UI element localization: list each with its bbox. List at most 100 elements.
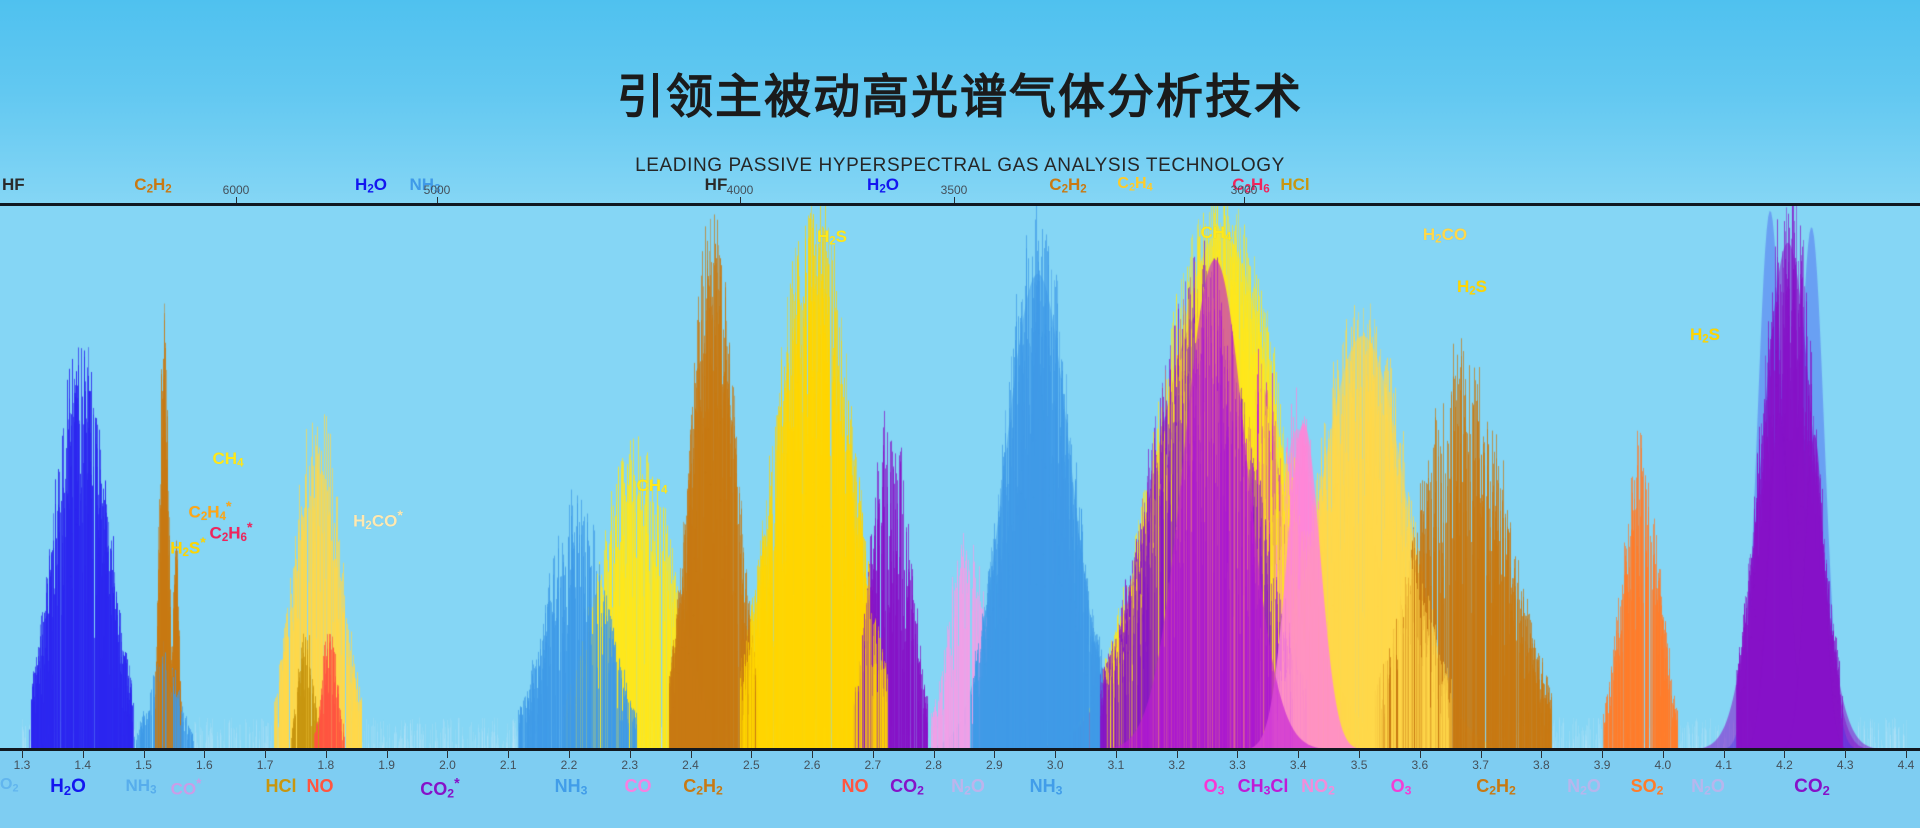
bottom-tick-mark bbox=[1662, 750, 1664, 758]
bottom-tick-mark bbox=[1115, 750, 1117, 758]
top-tick-mark bbox=[236, 197, 237, 206]
bottom-tick-mark bbox=[690, 750, 692, 758]
plot-gas-label-c2h4: C2H4* bbox=[188, 499, 232, 524]
top-gas-label-c2h2: C2H2 bbox=[134, 175, 172, 196]
top-gas-label-hcl: HCl bbox=[1280, 175, 1310, 194]
top-tick-label: 3500 bbox=[940, 183, 968, 197]
bottom-tick-mark bbox=[386, 750, 388, 758]
bottom-tick-mark bbox=[22, 750, 23, 758]
bottom-tick-label: 3.9 bbox=[1593, 758, 1611, 772]
bottom-tick-label: 3.1 bbox=[1107, 758, 1125, 772]
bottom-gas-label-co: CO* bbox=[170, 776, 202, 799]
bottom-gas-label-co2: CO2 bbox=[1794, 776, 1830, 798]
bottom-tick-mark bbox=[812, 750, 814, 758]
bottom-tick-mark bbox=[204, 750, 206, 758]
bottom-tick-label: 1.8 bbox=[317, 758, 335, 772]
bottom-tick-mark bbox=[933, 750, 935, 758]
bottom-tick-label: 4.1 bbox=[1715, 758, 1733, 772]
bottom-tick-mark bbox=[751, 750, 753, 758]
bottom-gas-label-n2o: N2O bbox=[951, 776, 985, 798]
bottom-tick-label: 1.3 bbox=[13, 758, 31, 772]
bottom-tick-label: 2.3 bbox=[621, 758, 639, 772]
bottom-gas-label-co2: CO2 bbox=[890, 776, 924, 798]
plot-gas-label-h2co: H2CO bbox=[1422, 225, 1468, 246]
bottom-tick-mark bbox=[82, 750, 84, 758]
bottom-tick-mark bbox=[265, 750, 267, 758]
bottom-tick-mark bbox=[994, 750, 996, 758]
bottom-tick-label: 2.5 bbox=[742, 758, 760, 772]
bottom-tick-mark bbox=[447, 750, 449, 758]
top-gas-label-c2h4: C2H4 bbox=[1117, 175, 1153, 194]
bottom-gas-label-co: CO bbox=[624, 776, 652, 796]
bottom-gas-label-no: NO bbox=[841, 776, 869, 796]
top-gas-label-c2h6: C2H6 bbox=[1232, 175, 1270, 196]
bottom-gas-label-no: NO bbox=[306, 776, 334, 796]
bottom-gas-label-c2h2: C2H2 bbox=[683, 776, 723, 798]
bottom-gas-label-co2: CO2* bbox=[420, 776, 460, 801]
bottom-tick-label: 2.7 bbox=[864, 758, 882, 772]
bottom-tick-mark bbox=[1298, 750, 1300, 758]
bottom-tick-mark bbox=[1602, 750, 1604, 758]
bottom-tick-label: 2.6 bbox=[803, 758, 821, 772]
bottom-tick-mark bbox=[325, 750, 327, 758]
spectrum-canvas bbox=[0, 205, 1920, 750]
bottom-tick-label: 4.0 bbox=[1654, 758, 1672, 772]
bottom-tick-mark bbox=[1480, 750, 1482, 758]
bottom-tick-mark bbox=[629, 750, 631, 758]
bottom-tick-label: 4.2 bbox=[1776, 758, 1793, 772]
bottom-gas-label-so2: SO2 bbox=[1630, 776, 1664, 798]
bottom-tick-mark bbox=[1237, 750, 1239, 758]
bottom-tick-mark bbox=[1419, 750, 1421, 758]
bottom-gas-label-ch3cl: CH3Cl bbox=[1237, 776, 1289, 798]
bottom-tick-label: 3.3 bbox=[1229, 758, 1246, 772]
bottom-tick-mark bbox=[1176, 750, 1178, 758]
top-tick-label: 4000 bbox=[726, 183, 754, 197]
top-tick-label: 6000 bbox=[222, 183, 250, 197]
bottom-tick-label: 2.1 bbox=[499, 758, 517, 772]
bottom-tick-mark bbox=[508, 750, 510, 758]
bottom-tick-label: 2.0 bbox=[439, 758, 456, 772]
bottom-tick-mark bbox=[872, 750, 874, 758]
top-tick-mark bbox=[437, 197, 438, 206]
bottom-gas-label-o3: O3 bbox=[1203, 776, 1225, 798]
axis-line-top bbox=[0, 203, 1920, 206]
plot-gas-label-c2h6: C2H6* bbox=[209, 520, 253, 545]
bottom-tick-label: 2.2 bbox=[560, 758, 578, 772]
plot-gas-label-h2s: H2S bbox=[1456, 277, 1488, 298]
bottom-gas-label-hcl: HCl bbox=[265, 776, 297, 796]
bottom-gas-label-c2h2: C2H2 bbox=[1476, 776, 1516, 798]
top-gas-label-hf: HF bbox=[704, 175, 728, 194]
plot-gas-label-h2s: H2S* bbox=[170, 535, 206, 560]
spectrum-plot-area: H2S CH4 H2CO H2S H2S CH4 CH4 C2H4* C2H6* H2S* H2CO… bbox=[0, 205, 1920, 750]
bottom-axis: 1.3 1.4 1.5 1.6 1.7 1.8 1.9 2.0 2.1 2.2 2.3 2.4 2.5 2… bbox=[0, 750, 1920, 828]
bottom-tick-label: 4.4 bbox=[1897, 758, 1915, 772]
top-gas-label-nh3: NH3 bbox=[409, 175, 441, 196]
top-gas-label-hf: HF bbox=[2, 175, 25, 194]
bottom-tick-mark bbox=[143, 750, 145, 758]
bottom-tick-mark bbox=[1055, 750, 1057, 758]
bottom-gas-label-h2o: H2O bbox=[50, 776, 86, 798]
axis-line-bottom bbox=[0, 748, 1920, 751]
bottom-tick-label: 3.6 bbox=[1411, 758, 1429, 772]
page-title: 引领主被动高光谱气体分析技术 bbox=[617, 70, 1303, 125]
plot-gas-label-h2s: H2S bbox=[1689, 325, 1721, 346]
bottom-tick-mark bbox=[1723, 750, 1725, 758]
plot-gas-label-ch4: CH4 bbox=[636, 476, 668, 497]
top-tick-mark bbox=[954, 197, 955, 206]
bottom-tick-mark bbox=[568, 750, 570, 758]
bottom-gas-label-o3: O3 bbox=[1390, 776, 1412, 798]
bottom-tick-label: 1.4 bbox=[74, 758, 92, 772]
bottom-tick-label: 1.6 bbox=[195, 758, 213, 772]
bottom-tick-label: 3.4 bbox=[1289, 758, 1307, 772]
bottom-gas-label-n2o: N2O bbox=[1691, 776, 1725, 798]
top-gas-label-c2h2: C2H2 bbox=[1049, 175, 1087, 196]
bottom-tick-label: 2.9 bbox=[986, 758, 1003, 772]
bottom-tick-label: 4.3 bbox=[1836, 758, 1854, 772]
bottom-tick-label: 2.8 bbox=[925, 758, 942, 772]
top-tick-label: 3000 bbox=[1230, 183, 1258, 197]
bottom-tick-label: 1.7 bbox=[256, 758, 274, 772]
bottom-tick-label: 2.4 bbox=[682, 758, 699, 772]
bottom-tick-label: 3.7 bbox=[1472, 758, 1489, 772]
top-tick-label: 5000 bbox=[423, 183, 451, 197]
